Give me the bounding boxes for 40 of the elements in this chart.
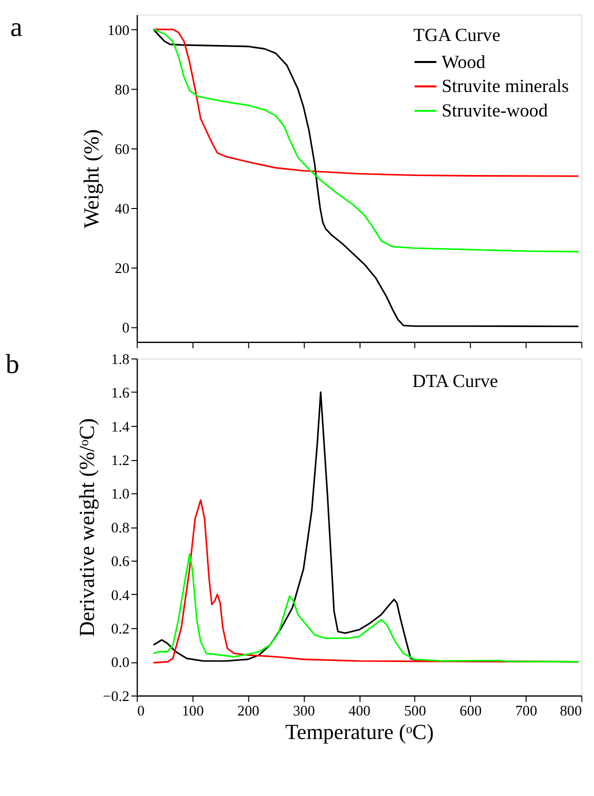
y-axis-title: Weight (%) [80, 129, 104, 228]
y-tick-label: 80 [114, 82, 130, 98]
line-series [152, 553, 580, 663]
y-tick-label: 1.0 [111, 486, 130, 503]
y-tick-label: −0.2 [102, 688, 130, 705]
line-series [152, 28, 580, 252]
line-series [152, 28, 580, 177]
y-tick-label: 0.2 [111, 621, 130, 638]
y-tick-label: 0.0 [111, 655, 130, 672]
legend-title: TGA Curve [413, 24, 500, 46]
legend-label: Struvite minerals [442, 76, 569, 98]
y-tick-label: 0 [122, 320, 130, 336]
chart-title: a [10, 12, 22, 42]
y-tick-label: 20 [114, 260, 130, 277]
y-tick-label: 0.6 [111, 554, 130, 570]
x-tick-label: 700 [515, 704, 538, 720]
y-tick-label: 1.6 [111, 386, 130, 402]
legend-label: Wood [442, 52, 486, 73]
x-tick-label: 0 [137, 704, 145, 720]
annotation: DTA Curve [412, 370, 498, 392]
line-series [152, 28, 580, 328]
x-tick-label: 800 [560, 704, 582, 720]
x-tick-label: 600 [460, 704, 482, 720]
x-tick-label: 300 [292, 704, 315, 720]
legend-label: Struvite-wood [442, 100, 548, 122]
y-tick-label: 1.2 [111, 452, 130, 469]
y-tick-label: 0.4 [111, 588, 130, 604]
chart-title: b [6, 349, 20, 380]
y-axis-title: Derivative weight (%/ᵒC) [75, 418, 100, 637]
y-tick-label: 1.8 [111, 352, 130, 368]
x-tick-label: 100 [182, 704, 204, 720]
x-axis-title: Temperature (ᵒC) [285, 720, 434, 744]
y-tick-label: 60 [114, 142, 130, 158]
y-tick-label: 100 [107, 22, 130, 39]
y-tick-label: 40 [114, 201, 130, 218]
y-tick-label: 1.4 [111, 419, 130, 436]
x-tick-label: 500 [404, 704, 426, 720]
y-tick-label: 0.8 [111, 520, 130, 536]
x-tick-label: 400 [348, 704, 371, 720]
x-tick-label: 200 [237, 704, 260, 720]
